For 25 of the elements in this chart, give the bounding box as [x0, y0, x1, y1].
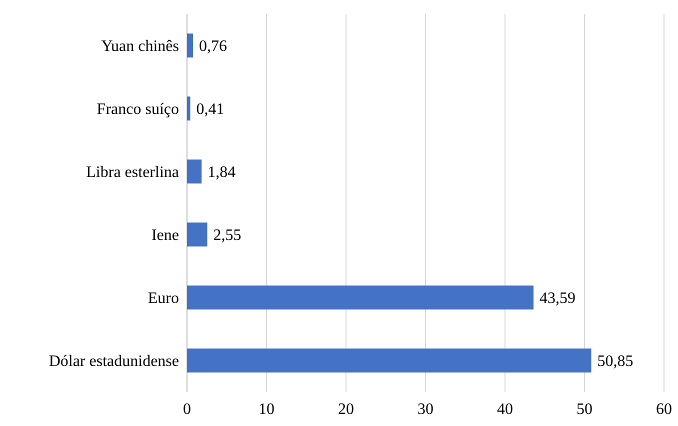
bar: [187, 160, 202, 184]
x-tick-label: 30: [418, 401, 434, 418]
bar: [187, 34, 194, 58]
y-tick-label: Euro: [148, 290, 179, 308]
bar: [187, 348, 592, 372]
y-tick-label: Dólar estadunidense: [48, 353, 179, 370]
bar: [187, 222, 208, 246]
y-tick-label: Yuan chinês: [101, 38, 179, 56]
data-label: 43,59: [540, 290, 576, 308]
data-label: 2,55: [213, 227, 242, 244]
data-label: 0,76: [199, 38, 228, 56]
y-tick-label: Franco suíço: [96, 101, 179, 118]
data-label: 0,41: [196, 101, 224, 118]
bar: [187, 96, 190, 120]
x-tick-label: 0: [183, 401, 191, 418]
bar: [187, 286, 534, 310]
x-tick-label: 50: [576, 401, 592, 418]
y-tick-label: Iene: [151, 227, 179, 244]
y-tick-label: Libra esterlina: [86, 164, 179, 182]
x-tick-label: 20: [338, 401, 354, 418]
x-tick-label: 40: [497, 401, 513, 418]
x-tick-label: 60: [656, 401, 672, 418]
data-label: 50,85: [597, 353, 634, 370]
x-tick-label: 10: [258, 401, 274, 418]
data-label: 1,84: [208, 164, 236, 182]
